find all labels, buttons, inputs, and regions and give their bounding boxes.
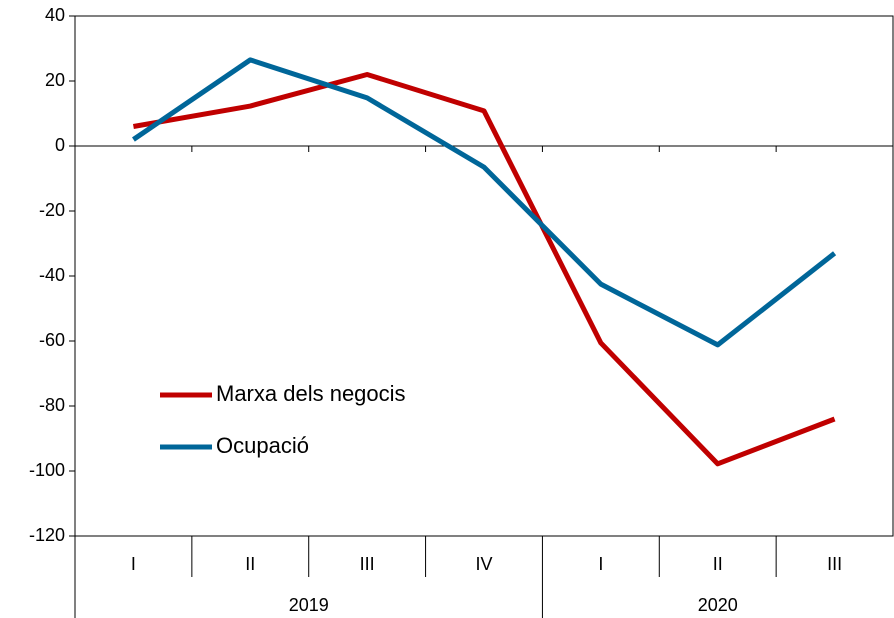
x-tick-label: II bbox=[245, 554, 255, 574]
x-tick-label: II bbox=[713, 554, 723, 574]
group-label: 2019 bbox=[289, 595, 329, 615]
x-tick-label: III bbox=[360, 554, 375, 574]
y-tick-label: -20 bbox=[39, 200, 65, 220]
y-tick-label: -60 bbox=[39, 330, 65, 350]
x-tick-label: IV bbox=[475, 554, 492, 574]
group-label: 2020 bbox=[698, 595, 738, 615]
y-tick-label: -120 bbox=[29, 525, 65, 545]
y-tick-label: 40 bbox=[45, 5, 65, 25]
x-tick-label: I bbox=[598, 554, 603, 574]
y-tick-label: 20 bbox=[45, 70, 65, 90]
y-tick-label: -40 bbox=[39, 265, 65, 285]
x-tick-label: III bbox=[827, 554, 842, 574]
y-tick-label: 0 bbox=[55, 135, 65, 155]
legend-label: Ocupació bbox=[216, 433, 309, 458]
y-tick-label: -100 bbox=[29, 460, 65, 480]
x-tick-label: I bbox=[131, 554, 136, 574]
series-line bbox=[132, 72, 836, 467]
legend-label: Marxa dels negocis bbox=[216, 381, 406, 406]
y-tick-label: -80 bbox=[39, 395, 65, 415]
series-line bbox=[132, 57, 837, 348]
